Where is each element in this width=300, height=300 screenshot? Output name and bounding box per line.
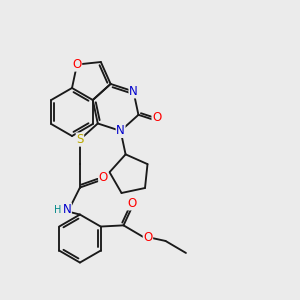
Text: N: N — [63, 203, 71, 216]
Text: H: H — [54, 205, 61, 214]
Text: S: S — [76, 133, 84, 146]
Text: O: O — [127, 197, 136, 210]
Text: O: O — [72, 58, 82, 71]
Text: N: N — [116, 124, 125, 137]
Text: O: O — [143, 231, 152, 244]
Text: O: O — [99, 171, 108, 184]
Text: O: O — [152, 111, 161, 124]
Text: N: N — [129, 85, 138, 98]
